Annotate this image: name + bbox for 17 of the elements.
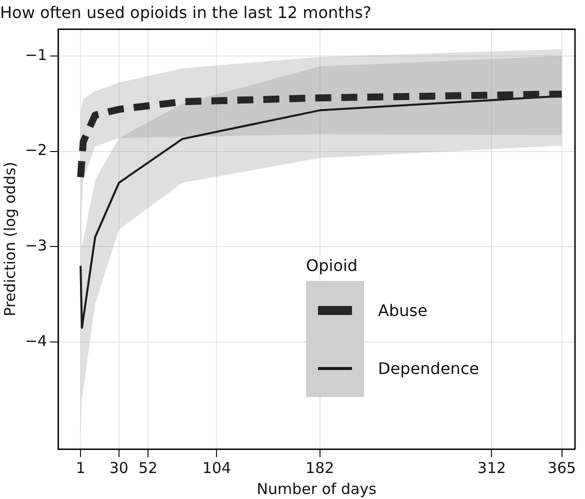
x-tick-label: 30 bbox=[109, 458, 128, 477]
y-axis-title: Prediction (log odds) bbox=[0, 162, 19, 316]
y-tick-label: −1 bbox=[24, 46, 48, 64]
x-tick-label: 104 bbox=[202, 458, 232, 477]
x-tick-label: 52 bbox=[138, 458, 158, 477]
legend-label: Dependence bbox=[378, 358, 480, 378]
legend-title: Opioid bbox=[306, 256, 359, 275]
x-tick-label: 1 bbox=[76, 458, 86, 477]
y-tick-label: −3 bbox=[24, 236, 48, 255]
legend-label: Abuse bbox=[378, 300, 428, 320]
x-tick-label: 312 bbox=[477, 458, 506, 477]
y-tick-label: −2 bbox=[24, 141, 48, 160]
chart-title: How often used opioids in the last 12 months? bbox=[0, 2, 372, 22]
x-tick-label: 365 bbox=[547, 458, 576, 477]
x-axis-title: Number of days bbox=[256, 480, 377, 498]
x-tick-label: 182 bbox=[306, 458, 334, 477]
y-tick-label: −4 bbox=[24, 332, 48, 350]
